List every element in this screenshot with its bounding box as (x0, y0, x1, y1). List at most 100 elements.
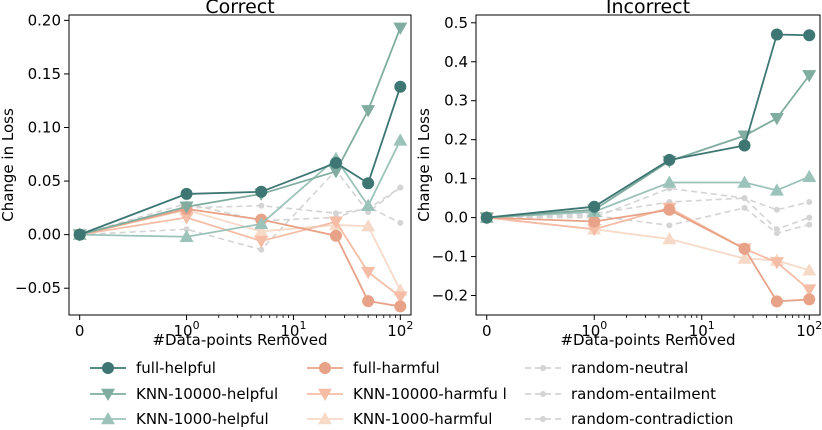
y-tick-label: 0.0 (444, 209, 468, 227)
legend-marker (318, 412, 332, 425)
data-point (802, 284, 817, 297)
legend-label: full-harmful (353, 359, 440, 377)
y-tick-label: 0.20 (28, 11, 61, 29)
data-point (803, 29, 816, 42)
data-point (663, 153, 676, 166)
data-point (393, 291, 408, 304)
data-point (397, 184, 404, 191)
series-line (486, 187, 810, 219)
data-point (666, 222, 673, 229)
series-line (79, 86, 402, 236)
legend-marker (101, 388, 115, 401)
x-tick-label: 102 (387, 319, 413, 340)
series-line (79, 216, 401, 298)
x-tick-exponent: 2 (406, 319, 413, 332)
x-tick-exponent: 1 (708, 319, 715, 332)
series-line (486, 206, 810, 235)
data-point (802, 263, 817, 276)
data-point (773, 206, 780, 213)
data-point (361, 219, 376, 232)
series-knn-10000-helpful (479, 70, 817, 225)
data-point (393, 133, 408, 146)
data-point (73, 228, 86, 241)
series-line (486, 197, 810, 231)
y-tick-label: 0.00 (28, 226, 61, 244)
legend-item-random-contradiction: random-contradiction (525, 410, 733, 428)
data-point (738, 139, 751, 152)
data-point (662, 175, 677, 188)
data-point (329, 229, 342, 242)
data-point (255, 185, 268, 198)
legend-item-knn-10000-harmfu-l: KNN-10000-harmfu l (307, 385, 507, 403)
x-axis-label: #Data-points Removed (560, 331, 735, 349)
legend-item-random-neutral: random-neutral (525, 359, 688, 377)
panel-incorrect: Incorrect−0.2−0.10.00.10.20.30.40.50 100 1… (415, 0, 822, 349)
data-point (254, 235, 269, 249)
data-point (328, 216, 343, 229)
data-point (806, 199, 813, 206)
panel-correct: Correct−0.050.000.050.100.150.200 100 101 1… (0, 0, 413, 349)
x-tick-label: 0 (482, 322, 492, 340)
panel-title: Correct (205, 0, 274, 18)
data-point (179, 229, 194, 243)
series-random-entailment (76, 167, 404, 253)
data-point (258, 202, 265, 209)
data-point (329, 156, 342, 169)
legend-label: KNN-1000-helpful (136, 410, 269, 428)
x-tick-exponent: 0 (193, 319, 200, 332)
data-point (770, 28, 783, 41)
series-full-harmful (73, 202, 407, 313)
legend-item-full-harmful: full-harmful (307, 359, 440, 377)
data-point (741, 204, 748, 211)
data-point (179, 212, 194, 225)
legend-label: KNN-1000-harmful (353, 410, 492, 428)
series-full-harmful (480, 203, 816, 308)
x-tick-exponent: 1 (299, 319, 306, 332)
data-point (737, 251, 752, 264)
series-line (486, 216, 810, 272)
series-line (486, 175, 810, 219)
data-point (480, 211, 493, 224)
y-axis-label: Change in Loss (0, 108, 17, 222)
data-point (254, 224, 269, 237)
y-tick-label: −0.1 (432, 248, 468, 266)
data-point (361, 266, 376, 280)
data-point (394, 300, 407, 313)
y-tick-label: 0.15 (28, 65, 61, 83)
legend-label: KNN-10000-helpful (136, 385, 278, 403)
plot-frame (475, 14, 821, 316)
data-point (258, 246, 265, 253)
series-line (79, 27, 402, 236)
data-point (769, 112, 784, 126)
legend-item-knn-1000-harmful: KNN-1000-harmful (307, 410, 492, 428)
y-axis-label: Change in Loss (415, 108, 433, 222)
data-point (394, 80, 407, 93)
data-point (332, 210, 339, 217)
plot-frame (68, 14, 412, 316)
series-knn-10000-helpful (72, 22, 408, 242)
y-tick-label: 0.2 (444, 131, 468, 149)
legend-marker (540, 416, 546, 422)
data-point (328, 166, 343, 179)
y-tick-label: 0.3 (444, 92, 468, 110)
series-full-helpful (73, 80, 407, 241)
y-tick-label: 0.10 (28, 119, 61, 137)
data-point (361, 105, 376, 118)
data-point (773, 226, 780, 233)
legend-label: random-entailment (571, 385, 716, 403)
data-point (769, 257, 784, 270)
data-point (737, 175, 752, 188)
data-point (770, 295, 783, 308)
data-point (362, 177, 375, 190)
data-point (393, 22, 408, 35)
legend-item-knn-1000-helpful: KNN-1000-helpful (90, 410, 269, 428)
data-point (397, 219, 404, 226)
data-point (663, 203, 676, 216)
data-point (806, 214, 813, 221)
panel-title: Incorrect (606, 0, 690, 18)
y-tick-label: 0.05 (28, 172, 61, 190)
legend-label: random-contradiction (571, 410, 733, 428)
data-point (179, 201, 194, 214)
data-point (802, 169, 817, 182)
